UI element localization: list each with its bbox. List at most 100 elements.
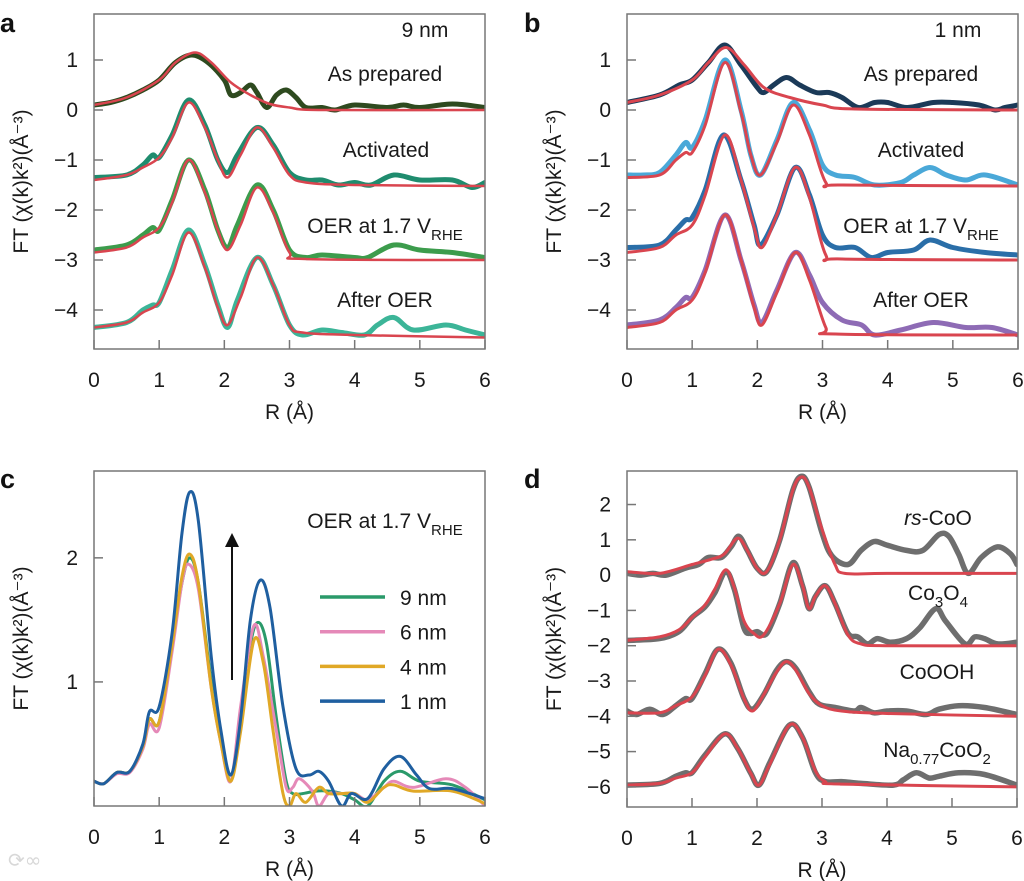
y-tick-label: 2 (599, 494, 611, 517)
series-a-as-prepared-fit-fit (94, 51, 485, 112)
series-group (94, 51, 485, 339)
y-tick-label: −3 (587, 670, 611, 693)
x-tick-label: 4 (881, 827, 893, 850)
series-d-coooh-fit-fit (627, 647, 1017, 718)
panel-a: a 0 1 2 3 4 5 6 1 0 −1 −2 −3 −4 R (Å) FT (χ(k)k²)(Å⁻³) 9… (0, 8, 491, 424)
curve-annotation: OER at 1.7 VRHE (307, 510, 462, 539)
annotation-text: OER at 1.7 V (307, 215, 431, 238)
annotation-text: Na (883, 739, 910, 762)
y-axis-label: FT (χ(k)k²)(Å⁻³) (10, 566, 33, 710)
y-tick-label: −3 (587, 249, 611, 272)
panel-c: c 0 1 2 3 4 5 6 2 1 R (Å) FT (χ(k)k²)(Å⁻³) OER at 1.… (0, 464, 491, 881)
annotation-text: Activated (878, 139, 964, 162)
annotation-subscript: RHE (431, 227, 463, 244)
arrow-head-icon (225, 533, 239, 547)
series-c-4-nm-data (94, 552, 485, 806)
series-b-activated-fit-fit (627, 60, 1018, 189)
annotation-text: OER at 1.7 V (843, 215, 967, 238)
x-tick-label: 2 (751, 369, 763, 392)
annotation-text: rs (904, 507, 922, 530)
annotation-text: 9 nm (402, 19, 449, 42)
x-tick-label: 6 (479, 826, 491, 849)
series-b-activated-data (627, 57, 1018, 188)
x-tick-label: 5 (946, 827, 958, 850)
panel-letter: b (524, 8, 541, 38)
y-axis-label: FT (χ(k)k²)(Å⁻³) (543, 109, 566, 253)
curve-annotation: 9 nm (402, 19, 449, 42)
annotation-text: -CoO (922, 507, 972, 530)
annotation-text: O (943, 582, 959, 605)
x-tick-label: 0 (621, 827, 633, 850)
x-tick-label: 1 (686, 369, 698, 392)
x-axis-label: R (Å) (798, 401, 847, 424)
legend-label: 4 nm (400, 656, 447, 679)
legend: 9 nm 6 nm 4 nm 1 nm (320, 587, 447, 714)
curve-annotation: After OER (873, 289, 969, 312)
x-tick-label: 3 (284, 826, 296, 849)
annotation-subscript: RHE (431, 522, 463, 539)
curve-annotation: Activated (343, 139, 429, 162)
x-tick-label: 0 (88, 826, 100, 849)
curve-annotation: rs-CoO (904, 507, 972, 530)
x-tick-label: 0 (621, 369, 633, 392)
x-tick-label: 6 (479, 369, 491, 392)
annotation-subscript: 4 (960, 594, 968, 611)
panel-letter: a (0, 8, 16, 38)
y-tick-label: −4 (54, 299, 78, 322)
series-b-as-prepared-fit-fit (627, 46, 1018, 112)
curve-annotation: Na0.77CoO2 (883, 739, 991, 768)
curve-annotation: As prepared (864, 63, 978, 86)
annotation-text: As prepared (864, 63, 978, 86)
panel-letter: d (524, 464, 541, 494)
x-tick-label: 5 (414, 369, 426, 392)
annotation-text: OER at 1.7 V (307, 510, 431, 533)
series-c-1-nm-data (94, 490, 485, 806)
annotation-text: CoO (939, 739, 982, 762)
series-group (94, 490, 485, 806)
y-tick-label: 1 (66, 49, 78, 72)
annotation-text: After OER (873, 289, 969, 312)
y-tick-label: 2 (66, 547, 78, 570)
legend-label: 1 nm (400, 691, 447, 714)
series-a-after-oer-fit-fit (94, 231, 485, 339)
annotation-text: Co (908, 582, 935, 605)
y-tick-label: 1 (599, 529, 611, 552)
series-d-na0-77coo2-fit-fit (627, 722, 1017, 789)
x-tick-label: 3 (284, 369, 296, 392)
annotation-subscript: 0.77 (910, 751, 939, 768)
curve-annotation: OER at 1.7 VRHE (843, 215, 998, 244)
x-tick-label: 5 (414, 826, 426, 849)
curve-annotation: As prepared (328, 63, 442, 86)
watermark-logo: ⟳∞ (8, 848, 42, 872)
curve-annotation: After OER (337, 289, 433, 312)
y-tick-label: 0 (599, 99, 611, 122)
y-tick-label: −1 (587, 149, 611, 172)
curve-annotation: CoOOH (900, 661, 975, 684)
x-tick-label: 6 (1012, 369, 1024, 392)
y-tick-label: −6 (587, 776, 611, 799)
y-axis-label: FT (χ(k)k²)(Å⁻³) (10, 109, 33, 253)
y-tick-label: −2 (587, 635, 611, 658)
series-group (627, 42, 1018, 338)
x-tick-label: 0 (88, 369, 100, 392)
x-tick-label: 4 (349, 826, 361, 849)
annotation-text: 1 nm (935, 19, 982, 42)
x-tick-label: 4 (349, 369, 361, 392)
series-group (627, 473, 1017, 789)
x-axis-label: R (Å) (265, 858, 314, 881)
series-b-after-oer-fit-fit (627, 213, 1018, 337)
x-axis-label: R (Å) (265, 401, 314, 424)
series-b-oer-at-1-7-v-rhe-fit-fit (627, 133, 1018, 263)
y-tick-label: −2 (587, 199, 611, 222)
curve-annotation: Co3O4 (908, 582, 968, 611)
x-tick-label: 5 (947, 369, 959, 392)
y-tick-label: −1 (54, 149, 78, 172)
annotation-text: After OER (337, 289, 433, 312)
y-tick-label: 0 (66, 99, 78, 122)
y-tick-label: −3 (54, 249, 78, 272)
series-d-rs-coo-fit-fit (627, 475, 1017, 576)
series-a-activated-fit-fit (94, 101, 485, 188)
panel-b: b 0 1 2 3 4 5 6 1 0 −1 −2 −3 −4 R (Å) FT (χ(k)k²)(Å⁻³) 1… (524, 8, 1024, 424)
y-tick-label: −5 (587, 741, 611, 764)
